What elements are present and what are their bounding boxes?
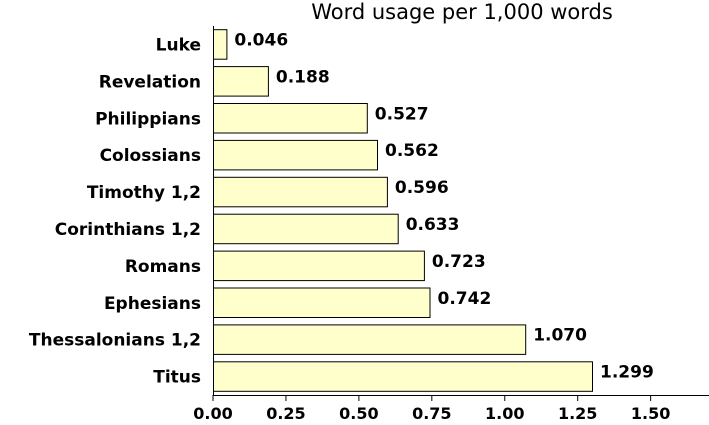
value-label: 0.596 — [395, 178, 449, 198]
category-label: Timothy 1,2 — [87, 183, 201, 203]
bar — [213, 250, 425, 282]
category-label: Luke — [156, 36, 201, 56]
category-label: Colossians — [100, 146, 201, 166]
value-label: 1.299 — [600, 363, 654, 383]
bar — [213, 176, 388, 208]
category-label: Corinthians 1,2 — [55, 220, 201, 240]
category-label: Revelation — [99, 72, 201, 92]
x-tick-label: 0.25 — [266, 404, 305, 423]
value-label: 0.188 — [276, 67, 330, 87]
value-label: 0.633 — [406, 215, 460, 235]
category-label: Philippians — [95, 109, 201, 129]
bar — [213, 139, 378, 171]
x-tick-label: 0.00 — [193, 404, 232, 423]
x-tick-label: 0.75 — [412, 404, 451, 423]
x-tick-label: 1.50 — [631, 404, 670, 423]
category-label: Titus — [153, 368, 201, 388]
x-tick-label: 1.25 — [558, 404, 597, 423]
bar — [213, 66, 269, 97]
chart-title: Word usage per 1,000 words — [311, 0, 613, 24]
category-label: Romans — [125, 257, 201, 277]
value-label: 0.742 — [438, 289, 492, 309]
value-label: 0.527 — [375, 104, 429, 124]
x-tick-label: 0.50 — [339, 404, 378, 423]
bar — [213, 29, 228, 60]
value-label: 0.723 — [432, 252, 486, 272]
category-label: Thessalonians 1,2 — [29, 331, 201, 351]
plot-area: Luke 0.046 Revelation 0.188 Philippians 0.527… — [29, 26, 709, 423]
bar — [213, 103, 368, 134]
bar — [213, 213, 399, 245]
value-label: 0.046 — [234, 31, 288, 51]
bar — [213, 361, 593, 392]
value-label: 1.070 — [533, 326, 587, 346]
category-label: Ephesians — [104, 294, 201, 314]
value-label: 0.562 — [385, 141, 439, 161]
x-tick-label: 1.00 — [485, 404, 524, 423]
bar — [213, 324, 527, 355]
bar — [213, 287, 431, 318]
